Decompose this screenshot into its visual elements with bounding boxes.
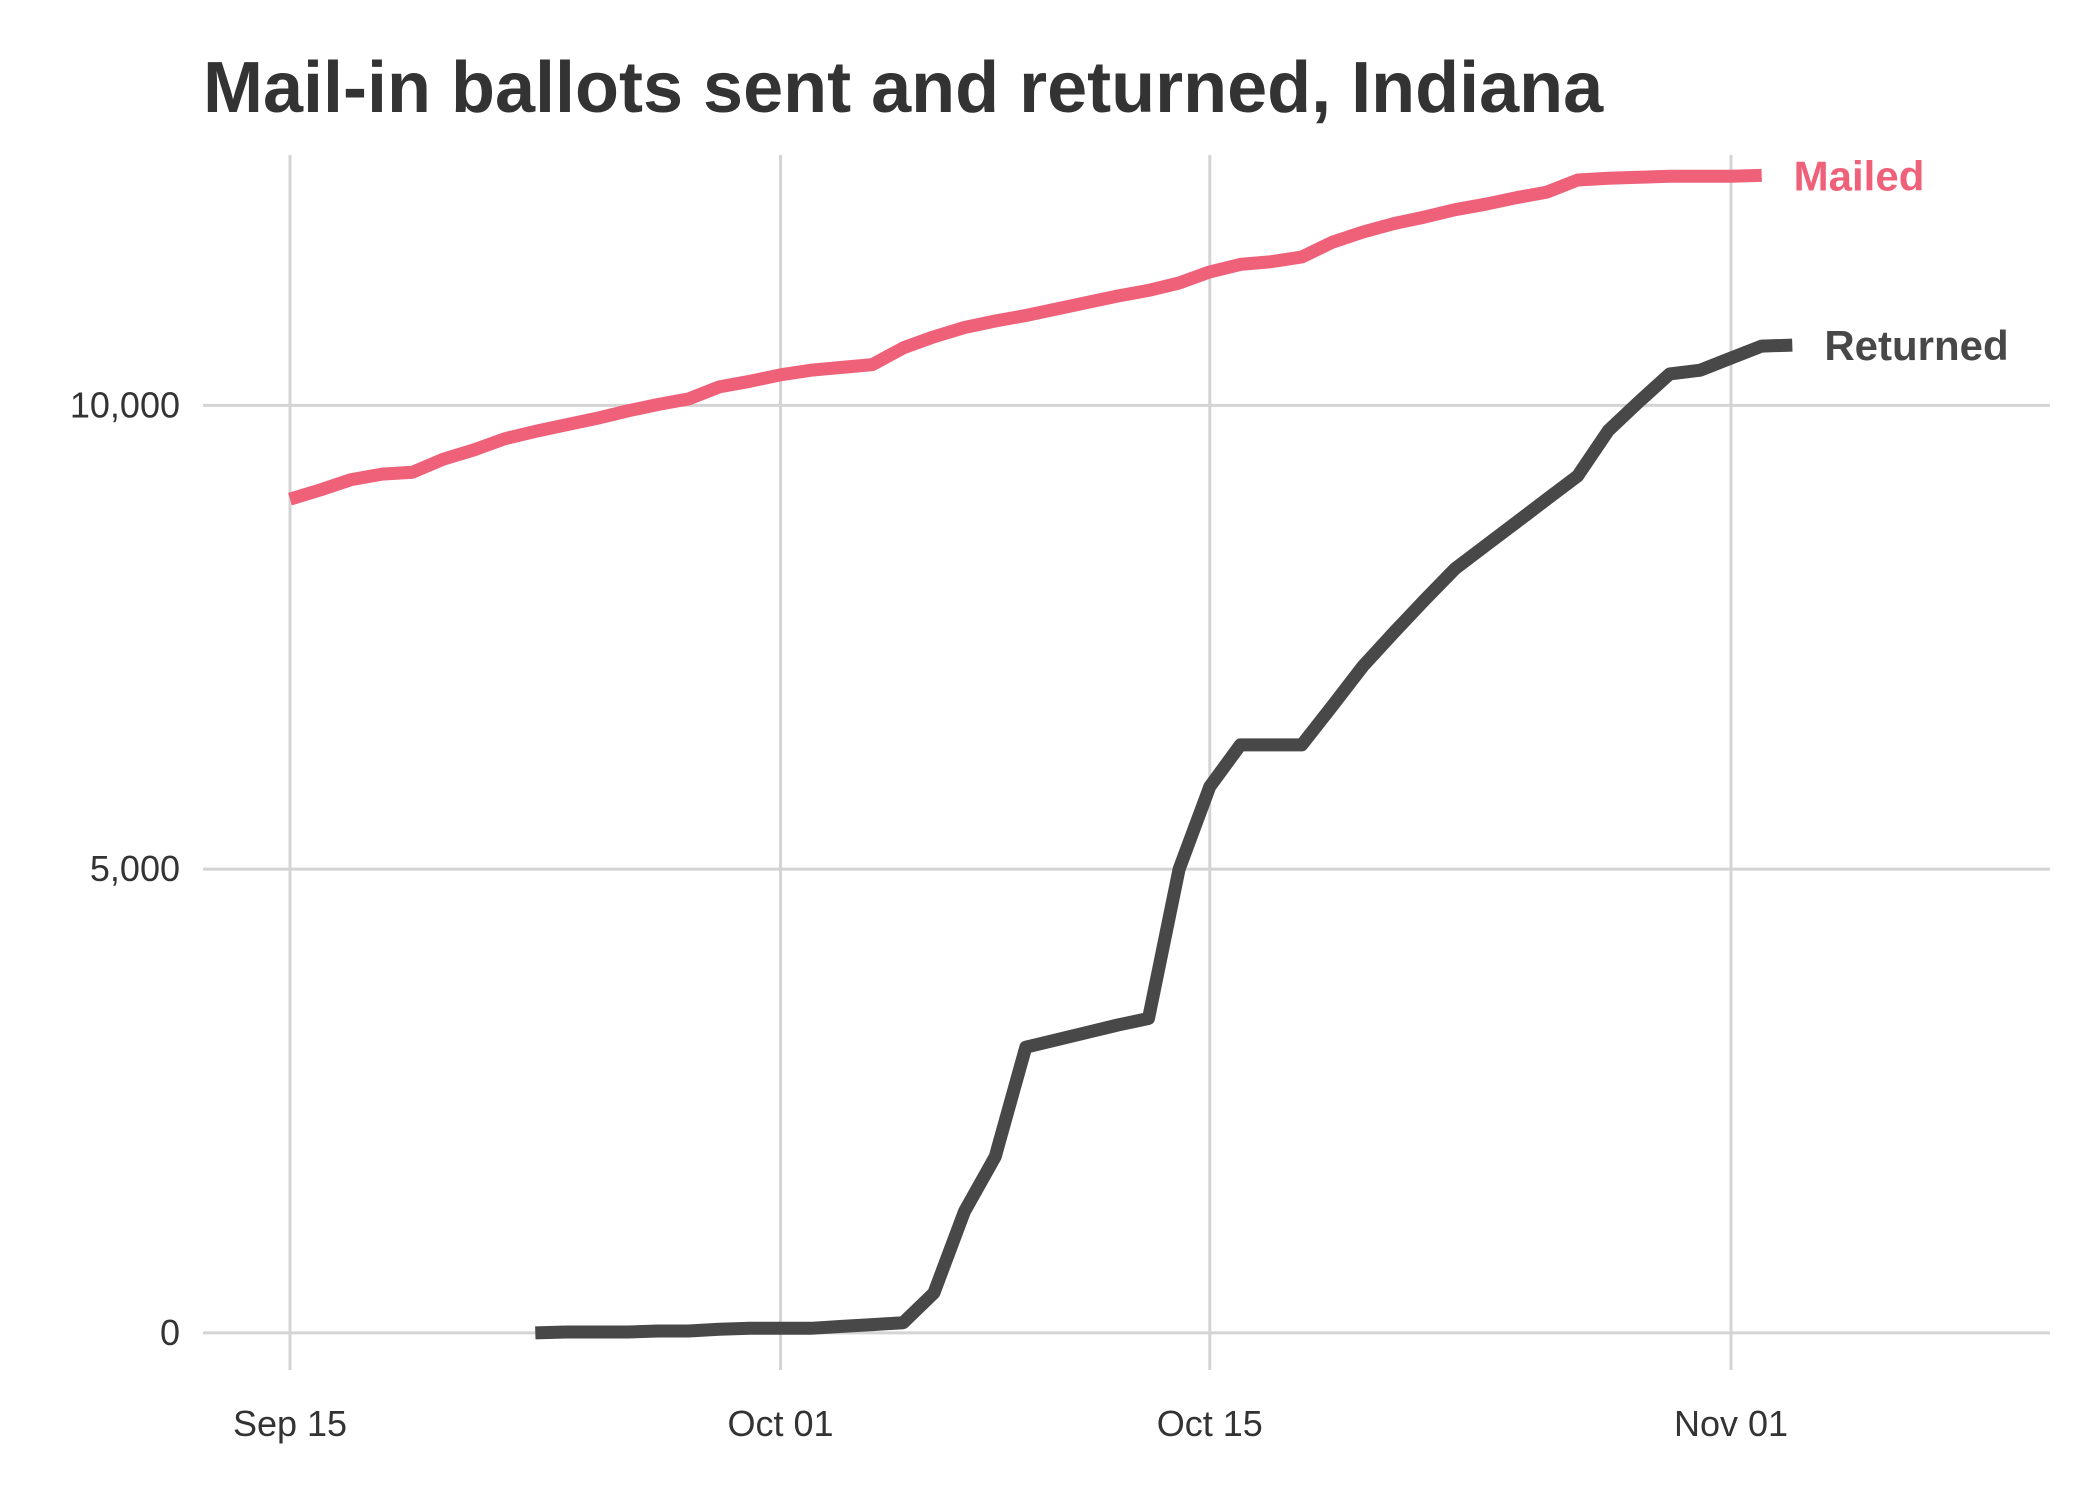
y-tick-label: 0 (160, 1312, 180, 1353)
x-axis-tick-labels: Sep 15 Oct 01 Oct 15 Nov 01 (233, 1403, 1788, 1444)
x-gridlines (288, 155, 1733, 1370)
series-line-mailed (288, 168, 1762, 506)
x-tick-label: Oct 01 (728, 1403, 834, 1444)
x-tick-label: Nov 01 (1674, 1403, 1788, 1444)
series-label-returned: Returned (1824, 322, 2008, 369)
series-line-returned (535, 338, 1793, 1340)
y-gridlines (203, 403, 2050, 1335)
y-tick-label: 10,000 (70, 384, 180, 425)
x-tick-label: Sep 15 (233, 1403, 347, 1444)
chart-title: Mail-in ballots sent and returned, India… (203, 48, 1604, 128)
series-label-mailed: Mailed (1794, 152, 1925, 199)
x-tick-label: Oct 15 (1157, 1403, 1263, 1444)
y-axis-tick-labels: 0 5,000 10,000 (70, 384, 180, 1352)
series-labels: Mailed Returned (1794, 152, 2009, 369)
series-lines (288, 168, 1793, 1340)
y-tick-label: 5,000 (90, 848, 180, 889)
